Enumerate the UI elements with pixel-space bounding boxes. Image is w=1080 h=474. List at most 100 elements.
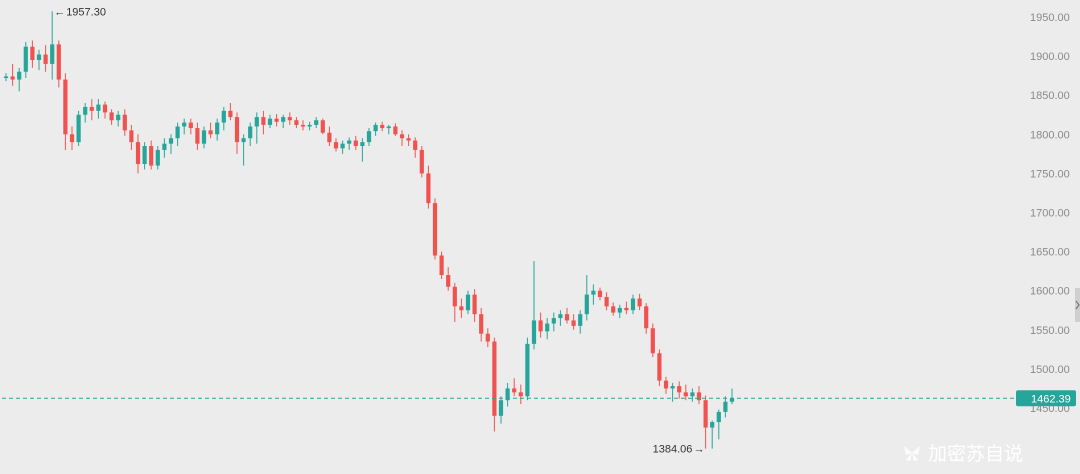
side-handle[interactable]	[1075, 288, 1080, 322]
candle	[360, 138, 365, 162]
candle-body	[564, 314, 570, 321]
candle-body	[76, 114, 81, 143]
candle-body	[611, 306, 616, 313]
candle	[584, 275, 589, 321]
candle	[267, 114, 273, 129]
candle-body	[538, 320, 543, 332]
candle	[3, 73, 9, 82]
candle-body	[340, 143, 345, 149]
candle-body	[498, 400, 504, 416]
candle	[340, 140, 345, 154]
candle-body	[188, 122, 193, 129]
butterfly-logo-icon	[904, 446, 920, 461]
candle	[327, 126, 332, 147]
watermark-text: 加密苏自说	[928, 443, 1023, 465]
candle-body	[142, 146, 147, 165]
candle	[624, 301, 629, 315]
candle-body	[617, 307, 622, 313]
y-tick-label: 1650.00	[1030, 247, 1070, 259]
candle	[617, 304, 622, 319]
candle	[472, 289, 477, 322]
candle-body	[677, 386, 682, 393]
candle-body	[248, 126, 253, 139]
candle	[23, 42, 28, 78]
candle-body	[162, 143, 167, 150]
y-tick-label: 1500.00	[1030, 364, 1070, 376]
last-price-tag: 1462.39	[1016, 390, 1076, 407]
candle	[597, 287, 603, 301]
y-tick-label: 1900.00	[1030, 51, 1070, 63]
price-axis[interactable]: 1450.001500.001550.001600.001650.001700.…	[1030, 12, 1070, 415]
candle	[102, 101, 108, 119]
candle	[281, 114, 286, 129]
candle	[69, 126, 75, 150]
side-handle-bar[interactable]	[1075, 288, 1080, 322]
candle	[558, 310, 563, 326]
watermark: 加密苏自说	[904, 443, 1023, 465]
candle-body	[360, 142, 365, 147]
candle-body	[195, 128, 200, 144]
candle	[637, 293, 642, 311]
candle	[716, 409, 721, 440]
low-label: 1384.06	[653, 444, 693, 456]
candle-body	[696, 392, 702, 401]
candle	[228, 103, 233, 121]
candle-body	[149, 146, 154, 166]
candle	[373, 122, 378, 136]
chevron-right-icon	[1075, 300, 1080, 310]
candle-body	[201, 130, 207, 144]
candle	[545, 318, 550, 340]
candle	[465, 290, 471, 315]
candle	[710, 420, 715, 449]
candle	[683, 384, 688, 401]
candle-body	[221, 110, 226, 123]
candle-body	[571, 320, 576, 326]
candle	[723, 396, 728, 418]
candle	[432, 198, 438, 260]
candle	[479, 307, 484, 342]
candle-body	[300, 124, 306, 127]
y-tick-label: 1550.00	[1030, 325, 1070, 337]
candle	[347, 137, 352, 150]
high-label: 1957.30	[66, 6, 106, 18]
candle	[122, 109, 127, 136]
candle-body	[545, 323, 550, 332]
candle	[109, 109, 114, 125]
candle-body	[122, 114, 127, 131]
candle	[155, 146, 160, 170]
candle-body	[135, 142, 141, 165]
candle	[380, 121, 385, 132]
candle	[657, 349, 662, 387]
candle-body	[327, 132, 332, 143]
candle-body	[518, 392, 523, 397]
last-price-label: 1462.39	[1031, 393, 1071, 405]
candle-body	[710, 422, 715, 428]
candle-body	[254, 117, 259, 127]
candle	[10, 63, 15, 86]
candle	[83, 103, 88, 123]
candle-body	[30, 46, 35, 61]
candle	[538, 312, 543, 338]
candle-body	[155, 149, 160, 166]
candle	[703, 395, 708, 449]
candle-body	[63, 79, 68, 135]
candle	[399, 130, 405, 147]
candle	[287, 112, 292, 125]
candle-body	[624, 307, 629, 311]
candle	[142, 142, 147, 170]
candle	[353, 135, 358, 150]
candle-body	[690, 392, 695, 397]
candle	[551, 312, 556, 332]
candle-body	[584, 294, 589, 315]
candle-body	[56, 44, 61, 80]
candle-body	[670, 386, 675, 389]
candle	[571, 314, 576, 330]
candle	[492, 337, 497, 432]
y-tick-label: 1600.00	[1030, 286, 1070, 298]
candle-body	[465, 294, 471, 311]
candle-body	[261, 117, 266, 125]
candle-body	[452, 286, 457, 307]
candle	[690, 388, 695, 402]
